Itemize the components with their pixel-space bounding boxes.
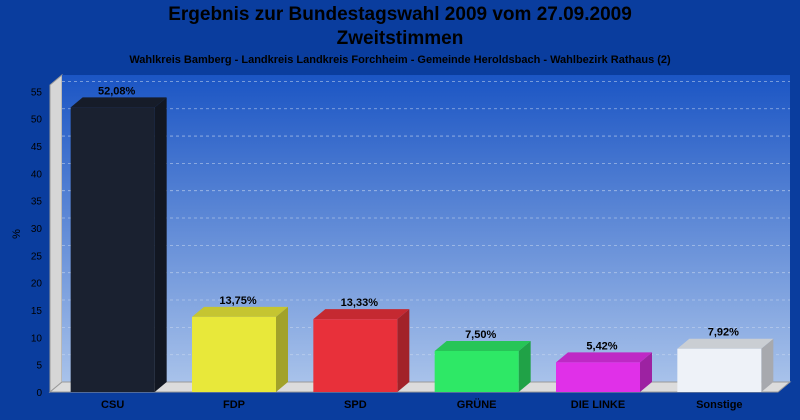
bar	[556, 362, 640, 392]
x-tick-label: FDP	[223, 399, 245, 411]
y-tick-label: 25	[31, 251, 43, 262]
data-label: 13,33%	[341, 297, 379, 309]
bar	[434, 351, 519, 392]
left-wall	[49, 73, 63, 394]
bar-top	[313, 309, 410, 320]
y-tick-label: 35	[31, 197, 43, 208]
y-tick-label: 55	[31, 87, 43, 98]
bar-side	[276, 306, 288, 392]
bar-side	[640, 352, 652, 392]
y-tick-label: 30	[31, 224, 43, 235]
chart-subtitle: Zweitstimmen	[336, 28, 464, 49]
data-label: 7,92%	[708, 327, 739, 339]
chart-caption: Wahlkreis Bamberg - Landkreis Landkreis …	[129, 54, 671, 66]
y-tick-label: 20	[31, 279, 43, 290]
x-tick-label: DIE LINKE	[571, 399, 625, 411]
x-tick-label: SPD	[344, 399, 367, 411]
bar-side	[761, 338, 774, 392]
bar	[192, 316, 276, 392]
bar-top	[556, 352, 652, 363]
bar-side	[397, 309, 410, 392]
y-tick-label: 5	[36, 361, 42, 372]
data-label: 7,50%	[465, 329, 496, 341]
bar-top	[70, 97, 167, 108]
y-tick-label: 50	[31, 115, 43, 126]
bar-top	[677, 338, 774, 349]
x-tick-label: CSU	[101, 399, 124, 411]
bar	[313, 319, 398, 392]
bar	[677, 348, 762, 392]
x-tick-label: GRÜNE	[457, 398, 497, 411]
bar-top	[434, 341, 531, 352]
plot-background	[62, 75, 790, 382]
bar-side	[518, 341, 531, 392]
data-label: 52,08%	[98, 85, 136, 97]
bar-top	[192, 306, 288, 317]
y-axis-label: %	[11, 229, 23, 239]
x-tick-label: Sonstige	[696, 399, 742, 411]
bar	[70, 107, 155, 392]
y-tick-label: 10	[31, 333, 43, 344]
data-label: 13,75%	[219, 295, 257, 307]
y-tick-label: 15	[31, 306, 43, 317]
chart-title: Ergebnis zur Bundestagswahl 2009 vom 27.…	[168, 4, 632, 25]
y-tick-label: 0	[36, 388, 42, 399]
y-tick-label: 45	[31, 142, 43, 153]
data-label: 5,42%	[586, 340, 617, 352]
y-tick-label: 40	[31, 169, 43, 180]
bar-side	[154, 97, 167, 392]
